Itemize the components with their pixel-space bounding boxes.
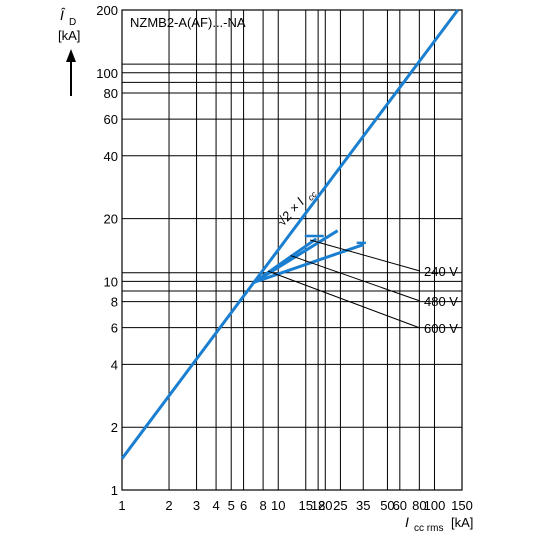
y-tick-label: 100 [96, 66, 118, 81]
y-tick-label: 80 [104, 86, 118, 101]
up-arrow-icon [66, 49, 76, 96]
x-tick-label: 35 [356, 498, 370, 513]
plot-frame [121, 9, 463, 491]
x-tick-label: 1 [118, 498, 125, 513]
reference-line [120, 9, 460, 460]
x-tick-label: 20 [318, 498, 332, 513]
chart-title: NZMB2-A(AF)...-NA [130, 15, 246, 30]
x-tick-label: 60 [393, 498, 407, 513]
x-tick-label: 8 [259, 498, 266, 513]
y-tick-label: 20 [104, 212, 118, 227]
voltage-label-600: 600 V [424, 321, 458, 336]
x-tick-label: 100 [424, 498, 446, 513]
series-line-600v [253, 243, 364, 284]
y-axis-label: Î D [kA] [58, 7, 80, 96]
x-tick-label: 50 [380, 498, 394, 513]
y-tick-label: 6 [111, 321, 118, 336]
y-tick-label: 1 [111, 483, 118, 498]
y-tick-label: 200 [96, 3, 118, 18]
y-axis-symbol: Î [60, 7, 66, 23]
series-line-480v [253, 237, 318, 284]
voltage-labels: 240 V 480 V 600 V [424, 264, 458, 336]
y-tick-label: 4 [111, 357, 118, 372]
voltage-label-480: 480 V [424, 294, 458, 309]
leader-line [309, 239, 421, 272]
y-tick-label: 2 [111, 420, 118, 435]
x-tick-label: 3 [193, 498, 200, 513]
x-tick-label: 10 [271, 498, 285, 513]
reference-line-label-main: √2 × I [274, 194, 307, 229]
x-axis-unit: [kA] [451, 515, 473, 530]
x-tick-label: 150 [451, 498, 473, 513]
x-tick-label: 5 [228, 498, 235, 513]
y-tick-label: 10 [104, 274, 118, 289]
leader-line [290, 255, 421, 302]
x-tick-label: 18 [311, 498, 325, 513]
series-layer [120, 9, 460, 460]
x-axis-label: I cc rms [kA] [405, 514, 473, 534]
x-tick-label: 2 [165, 498, 172, 513]
leader-line [267, 270, 421, 329]
reference-line-label-sub: cc [305, 189, 319, 203]
y-tick-labels: 1 2 4 6 8 10 20 40 60 80 100 200 [96, 3, 118, 498]
y-axis-subscript: D [69, 17, 76, 28]
x-tick-label: 4 [212, 498, 219, 513]
x-axis-subscript: cc rms [414, 523, 443, 534]
x-tick-label: 6 [240, 498, 247, 513]
x-tick-label: 25 [333, 498, 347, 513]
y-axis-unit: [kA] [58, 28, 80, 43]
voltage-leader-lines [267, 239, 421, 329]
voltage-label-240: 240 V [424, 264, 458, 279]
y-tick-label: 8 [111, 295, 118, 310]
x-tick-label: 15 [299, 498, 313, 513]
x-axis-symbol: I [405, 514, 409, 530]
y-tick-label: 40 [104, 149, 118, 164]
x-tick-label: 80 [412, 498, 426, 513]
grid [121, 9, 463, 491]
y-tick-label: 60 [104, 112, 118, 127]
